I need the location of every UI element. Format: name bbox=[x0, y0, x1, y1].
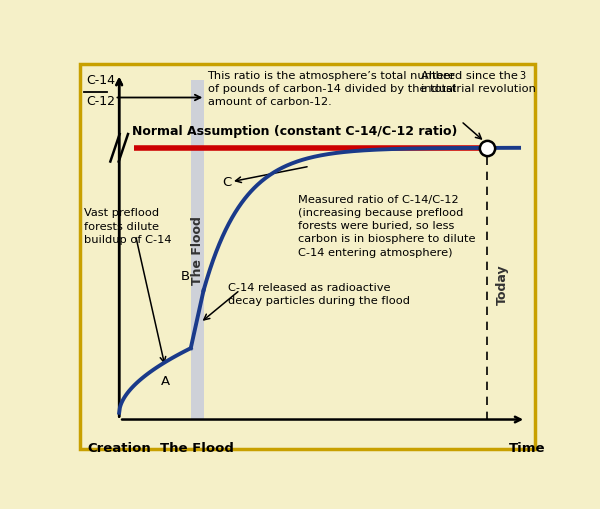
Text: Altered since the
industrial revolution: Altered since the industrial revolution bbox=[421, 71, 536, 94]
Text: C-14: C-14 bbox=[86, 74, 116, 87]
Text: C-14 released as radioactive
decay particles during the flood: C-14 released as radioactive decay parti… bbox=[229, 282, 410, 306]
Bar bbox=[191, 80, 203, 420]
Text: The Flood: The Flood bbox=[191, 216, 203, 285]
Text: Normal Assumption (constant C-14/C-12 ratio): Normal Assumption (constant C-14/C-12 ra… bbox=[133, 125, 458, 137]
Text: The Flood: The Flood bbox=[160, 441, 234, 454]
Text: A: A bbox=[161, 374, 170, 387]
Text: Creation: Creation bbox=[88, 441, 151, 454]
Text: 3: 3 bbox=[519, 71, 525, 81]
Text: C: C bbox=[223, 176, 232, 189]
Text: Today: Today bbox=[496, 264, 508, 304]
Text: Time: Time bbox=[509, 441, 545, 454]
Text: Measured ratio of C-14/C-12
(increasing because preflood
forests were buried, so: Measured ratio of C-14/C-12 (increasing … bbox=[298, 194, 476, 257]
Text: Vast preflood
forests dilute
buildup of C-14: Vast preflood forests dilute buildup of … bbox=[84, 208, 172, 244]
Text: This ratio is the atmosphere’s total number
of pounds of carbon-14 divided by th: This ratio is the atmosphere’s total num… bbox=[208, 71, 456, 107]
Text: C-12: C-12 bbox=[86, 94, 116, 107]
Text: B: B bbox=[181, 269, 190, 282]
